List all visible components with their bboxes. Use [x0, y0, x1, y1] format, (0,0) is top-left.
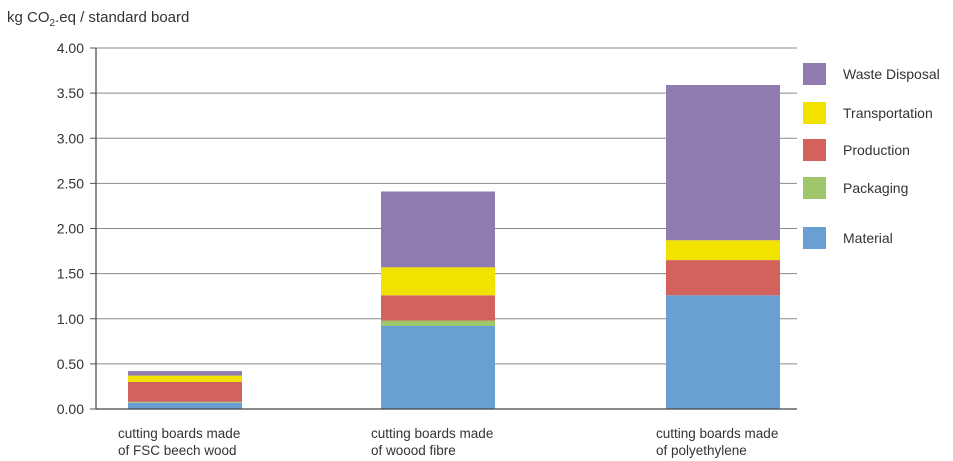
legend-swatch-material [803, 227, 826, 249]
legend-swatch-packaging [803, 177, 826, 199]
y-axis-title: kg CO2.eq / standard board [7, 9, 189, 29]
bar-segment-transportation [381, 267, 495, 296]
bar-segment-material [666, 295, 780, 409]
y-axis-title-subscript: 2 [50, 18, 56, 29]
bar-segment-production [666, 260, 780, 296]
legend-label-packaging: Packaging [843, 180, 908, 196]
y-tick-label: 1.50 [57, 266, 84, 282]
x-category-label: cutting boards made [656, 426, 778, 441]
y-tick-label: 3.50 [57, 85, 84, 101]
bar-segment-material [381, 325, 495, 409]
legend-label-material: Material [843, 230, 893, 246]
x-category-label: of polyethylene [656, 443, 747, 458]
y-axis-title-prefix: kg CO [7, 9, 50, 26]
bar-segment-waste-disposal [666, 85, 780, 241]
bars [128, 85, 780, 409]
y-tick-label: 3.00 [57, 130, 84, 146]
y-tick-label: 2.00 [57, 221, 84, 237]
bar-segment-material [128, 402, 242, 409]
legend-label-production: Production [843, 142, 910, 158]
y-tick-label: 4.00 [57, 40, 84, 56]
x-category-label: of woood fibre [371, 443, 456, 458]
legend-swatch-transportation [803, 102, 826, 124]
y-tick-label: 0.50 [57, 356, 84, 372]
bar-segment-waste-disposal [128, 371, 242, 376]
bar-segment-transportation [666, 240, 780, 261]
legend-swatch-production [803, 139, 826, 161]
legend-label-waste-disposal: Waste Disposal [843, 66, 940, 82]
legend-label-transportation: Transportation [843, 105, 933, 121]
bar-segment-packaging [381, 320, 495, 326]
y-tick-label: 1.00 [57, 311, 84, 327]
bar-segment-production [128, 381, 242, 402]
bar-segment-production [381, 295, 495, 321]
bar-segment-packaging [128, 401, 242, 403]
legend: Waste Disposal Transportation Production Pa… [803, 63, 940, 249]
axes: 0.00 0.50 1.00 1.50 2.00 2.50 3.00 3.50 4.00 cutt… [57, 40, 797, 458]
y-tick-label: 0.00 [57, 401, 84, 417]
x-category-label: cutting boards made [371, 426, 493, 441]
bar-segment-transportation [128, 375, 242, 382]
bar-segment-waste-disposal [381, 191, 495, 268]
legend-swatch-waste-disposal [803, 63, 826, 85]
y-axis-title-suffix: .eq / standard board [55, 9, 189, 26]
x-category-label: cutting boards made [118, 426, 240, 441]
x-category-label: of FSC beech wood [118, 443, 237, 458]
y-tick-label: 2.50 [57, 175, 84, 191]
